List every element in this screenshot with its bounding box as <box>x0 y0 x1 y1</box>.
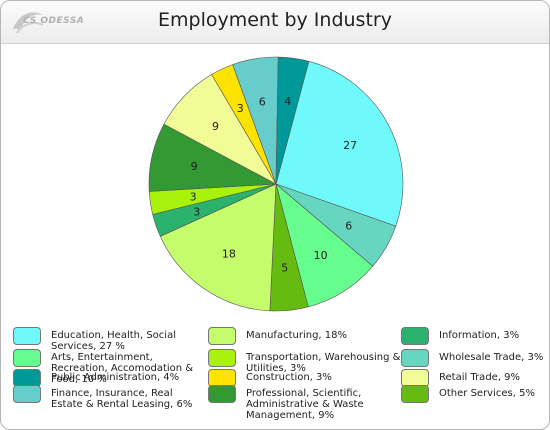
legend-swatch <box>13 385 41 403</box>
legend-swatch <box>208 327 236 345</box>
logo-swoosh-icon <box>13 12 44 34</box>
slice-value-label: 4 <box>284 95 291 108</box>
legend-swatch <box>13 327 41 345</box>
pie-slice <box>275 56 310 185</box>
chart-title: Employment by Industry <box>158 9 392 31</box>
slice-value-label: 5 <box>281 261 288 274</box>
legend-label: Arts, Entertainment, Recreation, Accomod… <box>51 352 194 385</box>
legend-swatch <box>401 385 429 403</box>
logo-text: CS ODESSA <box>23 16 85 26</box>
slice-value-label: 6 <box>259 95 266 108</box>
pie-slice <box>275 60 404 227</box>
slice-value-label: 10 <box>314 249 328 262</box>
legend-label: Professional, Scientific, Administrative… <box>246 388 364 421</box>
slice-value-label: 9 <box>212 120 219 133</box>
legend-label: Transportation, Warehousing & Utilities,… <box>246 352 401 374</box>
pie-slice <box>159 183 277 312</box>
legend-label: Wholesale Trade, 3% <box>439 352 544 363</box>
legend-label: Manufacturing, 18% <box>246 330 347 341</box>
slice-value-label: 3 <box>193 205 200 218</box>
slice-value-label: 27 <box>343 139 357 152</box>
slice-value-label: 3 <box>237 102 244 115</box>
slice-value-label: 6 <box>345 220 352 233</box>
legend-label: Public Administration, 4% <box>51 372 180 383</box>
legend-label: Finance, Insurance, Real Estate & Rental… <box>51 388 193 410</box>
legend-swatch <box>208 349 236 367</box>
legend-label: Education, Health, Social Services, 27 % <box>51 330 176 352</box>
slice-value-label: 3 <box>190 191 197 204</box>
legend-label: Construction, 3% <box>246 372 332 383</box>
legend-swatch <box>208 385 236 403</box>
legend: Education, Health, Social Services, 27 %… <box>1 319 549 429</box>
legend-swatch <box>13 349 41 367</box>
slice-value-label: 9 <box>191 160 198 173</box>
legend-label: Information, 3% <box>439 330 520 341</box>
legend-label: Other Services, 5% <box>439 388 535 399</box>
legend-swatch <box>401 327 429 345</box>
legend-label: Retail Trade, 9% <box>439 372 521 383</box>
legend-swatch <box>401 349 429 367</box>
slice-value-label: 18 <box>222 247 236 260</box>
chart-header: CS ODESSA Employment by Industry <box>1 1 549 44</box>
